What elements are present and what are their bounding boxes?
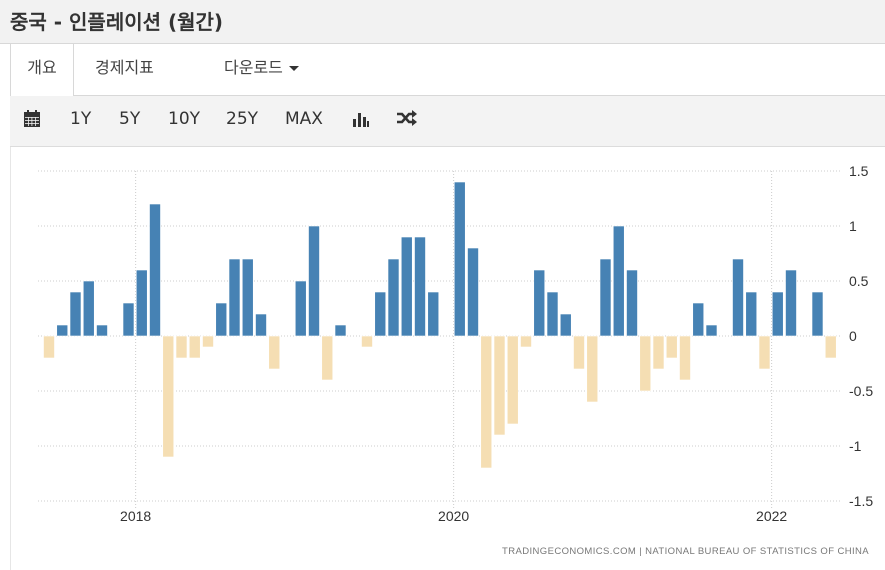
bar-2018-07[interactable] [215, 302, 228, 337]
bar-2020-06[interactable] [520, 335, 532, 348]
bar-2021-07[interactable] [692, 302, 705, 337]
y-tick-label: -1 [849, 438, 862, 454]
bar-2020-07[interactable] [533, 269, 546, 337]
bar-2018-08[interactable] [228, 258, 241, 337]
bar-2020-10[interactable] [573, 335, 585, 370]
bar-2020-09[interactable] [559, 313, 572, 337]
bar-2021-02[interactable] [626, 269, 638, 337]
bar-2020-01[interactable] [453, 181, 466, 337]
range-max-button[interactable]: MAX [285, 109, 323, 129]
x-tick-label: 2018 [120, 508, 151, 524]
bar-2019-08[interactable] [387, 258, 400, 337]
bar-2021-08[interactable] [705, 324, 718, 337]
bar-2019-09[interactable] [400, 236, 413, 337]
tab-overview[interactable]: 개요 [10, 44, 74, 97]
bar-2021-05[interactable] [665, 335, 678, 359]
tab-indicators-label: 경제지표 [95, 58, 154, 77]
calendar-icon[interactable] [23, 110, 41, 133]
bar-chart-icon[interactable] [352, 111, 370, 132]
bar-2018-01[interactable] [135, 269, 148, 337]
bar-2020-08[interactable] [546, 291, 559, 337]
bar-2021-06[interactable] [679, 335, 691, 381]
bar-2019-03[interactable] [321, 335, 334, 381]
bar-2022-02[interactable] [785, 269, 797, 337]
bar-2019-06[interactable] [361, 335, 373, 348]
y-tick-label: 1.5 [849, 163, 869, 179]
bar-2018-10[interactable] [255, 313, 267, 337]
bar-2021-01[interactable] [612, 225, 625, 337]
tab-download[interactable]: 다운로드 [224, 44, 299, 96]
y-tick-label: 0 [849, 328, 857, 344]
y-tick-label: -1.5 [849, 493, 873, 509]
bar-2020-02[interactable] [467, 247, 479, 337]
x-tick-label: 2020 [438, 508, 469, 524]
bar-2018-04[interactable] [175, 335, 188, 359]
bar-2017-07[interactable] [56, 324, 69, 337]
bar-2019-02[interactable] [308, 225, 320, 337]
caret-down-icon [288, 66, 299, 71]
left-border [10, 147, 11, 570]
bar-2021-12[interactable] [758, 335, 771, 370]
bar-2020-04[interactable] [493, 335, 506, 436]
y-tick-label: -0.5 [849, 383, 873, 399]
tab-bar: 개요 경제지표 다운로드 [10, 44, 885, 97]
bar-2018-09[interactable] [241, 258, 254, 337]
bar-2019-04[interactable] [334, 324, 347, 337]
bar-2019-01[interactable] [294, 280, 307, 337]
bar-2022-05[interactable] [824, 335, 837, 359]
tab-indicators[interactable]: 경제지표 [95, 44, 154, 96]
bar-2021-10[interactable] [732, 258, 744, 337]
bar-2020-11[interactable] [586, 335, 599, 403]
x-tick-label: 2022 [756, 508, 787, 524]
bar-2018-06[interactable] [202, 335, 214, 348]
shuffle-icon[interactable] [396, 110, 418, 131]
source-attribution: TRADINGECONOMICS.COM | NATIONAL BUREAU O… [502, 546, 869, 557]
bar-2017-09[interactable] [82, 280, 95, 337]
bar-2017-08[interactable] [69, 291, 82, 337]
bar-2019-10[interactable] [414, 236, 426, 337]
range-10y-button[interactable]: 10Y [168, 109, 201, 129]
y-tick-label: 1 [849, 218, 857, 234]
bar-2022-04[interactable] [811, 291, 824, 337]
bar-2018-11[interactable] [268, 335, 281, 370]
bar-2018-05[interactable] [188, 335, 201, 359]
inflation-bar-chart: 1.5 1 0.5 0 -0.5 -1 -1.5 2018 2020 2022 [38, 163, 873, 524]
bar-2018-03[interactable] [162, 335, 175, 458]
bar-2021-03[interactable] [639, 335, 652, 392]
range-5y-button[interactable]: 5Y [119, 109, 141, 129]
bar-2019-07[interactable] [374, 291, 387, 337]
bar-2020-12[interactable] [599, 258, 612, 337]
bar-2017-10[interactable] [96, 324, 108, 337]
title-bar: 중국 - 인플레이션 (월간) [0, 0, 885, 44]
bar-2017-06[interactable] [43, 335, 55, 359]
page-title: 중국 - 인플레이션 (월간) [10, 10, 224, 34]
tab-overview-label: 개요 [27, 58, 57, 77]
bar-2018-02[interactable] [149, 203, 161, 337]
bar-2022-01[interactable] [771, 291, 784, 337]
chart-toolbar: 1Y 5Y 10Y 25Y MAX [10, 96, 885, 147]
bar-2020-05[interactable] [506, 335, 519, 425]
bar-2020-03[interactable] [480, 335, 493, 469]
bar-2021-04[interactable] [652, 335, 665, 370]
range-25y-button[interactable]: 25Y [226, 109, 259, 129]
bar-2017-12[interactable] [122, 302, 135, 337]
tab-download-label: 다운로드 [224, 58, 283, 77]
range-1y-button[interactable]: 1Y [70, 109, 92, 129]
bar-2019-11[interactable] [427, 291, 440, 337]
bar-2021-11[interactable] [745, 291, 758, 337]
y-tick-label: 0.5 [849, 273, 869, 289]
